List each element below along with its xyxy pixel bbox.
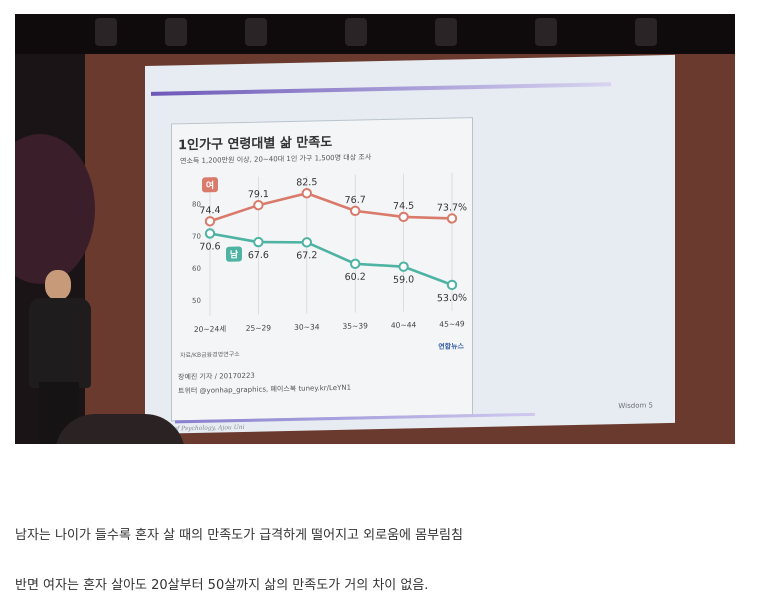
x-tick-label: 25~29: [246, 323, 272, 333]
slide-accent-line: [151, 82, 611, 96]
event-logo-disc: [15, 134, 95, 284]
lecture-photo: 1인가구 연령대별 삶 만족도 연소득 1,200만원 이상, 20~40대 1…: [15, 14, 735, 444]
data-label: 70.6: [199, 241, 220, 252]
x-tick-label: 20~24세: [194, 324, 226, 334]
data-point: [398, 211, 409, 223]
data-label: 59.0: [393, 274, 414, 285]
y-tick-label: 50: [192, 297, 201, 305]
audience-head: [55, 414, 185, 444]
series-line: [209, 191, 453, 223]
data-point: [398, 261, 409, 272]
data-point: [446, 213, 458, 224]
legend-label: 여: [206, 179, 214, 191]
credit-line: 트위터 @yonhap_graphics, 페이스북 tuney.kr/LeYN…: [178, 383, 352, 396]
x-tick-label: 40~44: [391, 320, 417, 330]
legend-label: 남: [230, 249, 239, 261]
stage-light: [345, 18, 367, 46]
stage-light: [635, 18, 657, 46]
data-point: [446, 279, 458, 291]
y-tick-label: 60: [192, 265, 201, 273]
data-point: [204, 216, 216, 227]
line-chart: 50 60 70 80 20~24세 25~29 30~34 35~39 40~44 45~49 7…: [192, 172, 467, 334]
data-point: [350, 258, 361, 270]
data-label: 76.7: [345, 195, 366, 206]
x-tick-label: 30~34: [294, 322, 320, 332]
chart-card: 1인가구 연령대별 삶 만족도 연소득 1,200만원 이상, 20~40대 1…: [171, 117, 473, 422]
caption-men: 남자는 나이가 들수록 혼자 살 때의 만족도가 급격하게 떨어지고 외로움에 …: [15, 528, 463, 543]
y-tick-label: 80: [192, 201, 201, 209]
data-label: 67.2: [296, 250, 317, 261]
stage-light: [435, 18, 457, 46]
stage-light: [535, 18, 557, 46]
data-label: 73.7%: [437, 202, 467, 214]
legend-badge: [226, 246, 242, 262]
legend-badge: [202, 177, 218, 193]
data-point: [301, 188, 313, 199]
data-label: 74.4: [199, 205, 220, 216]
speaker-body: [29, 298, 91, 388]
speaker-head: [45, 270, 71, 300]
credit-line: 장예진 기자 / 20170223: [178, 371, 255, 382]
x-tick-label: 45~49: [439, 319, 465, 329]
data-point: [350, 205, 361, 217]
data-point: [301, 237, 313, 248]
data-label: 60.2: [345, 272, 366, 283]
chart-title: 1인가구 연령대별 삶 만족도: [178, 135, 333, 154]
chart-source: 자료/KB금융경영연구소: [180, 351, 240, 360]
caption-women: 반면 여자는 혼자 살아도 20살부터 50살까지 삶의 만족도가 거의 차이 …: [15, 578, 429, 593]
brand-logo: 연합뉴스: [438, 342, 464, 351]
data-label: 82.5: [296, 177, 317, 188]
x-tick-label: 35~39: [343, 321, 369, 331]
stage-light: [95, 18, 117, 46]
data-label: 74.5: [393, 201, 414, 212]
ceiling-lights: [15, 14, 735, 54]
data-point: [253, 199, 264, 211]
series-line: [209, 232, 453, 287]
projection-screen: 1인가구 연령대별 삶 만족도 연소득 1,200만원 이상, 20~40대 1…: [145, 54, 675, 435]
data-label: 53.0%: [437, 293, 467, 305]
data-point: [204, 228, 216, 239]
data-label: 79.1: [248, 189, 269, 200]
stage-light: [165, 18, 187, 46]
data-label: 67.6: [248, 250, 269, 261]
data-point: [253, 236, 264, 248]
slide-footer-right: Wisdom 5: [618, 401, 653, 411]
stage-light: [245, 18, 267, 46]
y-tick-label: 70: [192, 233, 201, 241]
